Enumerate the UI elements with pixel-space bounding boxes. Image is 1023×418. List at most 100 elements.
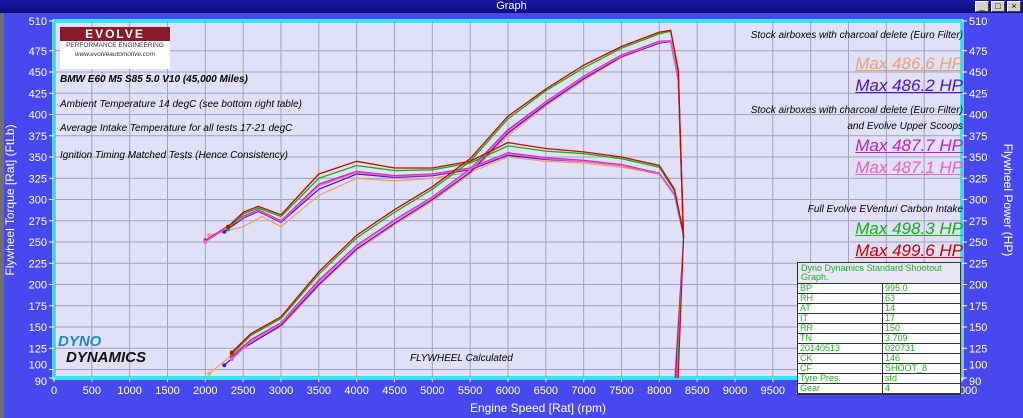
table-row: CK 146 xyxy=(798,354,960,364)
series-4-power-start-point xyxy=(229,357,234,362)
table-key: IT xyxy=(798,314,883,323)
timing-note: Ignition Timing Matched Tests (Hence Con… xyxy=(60,150,288,161)
x-tick-label: 2000 xyxy=(193,385,217,397)
series-2-power-line xyxy=(223,40,685,366)
x-tick-label: 1500 xyxy=(155,385,179,397)
x-tick-label: 6000 xyxy=(496,385,520,397)
y-tick-label: 100 xyxy=(29,360,47,372)
series-2-power-start-point xyxy=(222,363,227,368)
y2-tick-label: 475 xyxy=(969,46,987,58)
y-tick-label: 325 xyxy=(29,173,47,185)
table-row: BP 995.0 xyxy=(798,284,960,294)
y2-tick-label: 425 xyxy=(969,88,987,100)
window-left-edge xyxy=(0,13,4,418)
table-key: RR xyxy=(798,324,883,333)
y2-tick-label: 275 xyxy=(969,216,987,228)
x-tick-label: 500 xyxy=(83,385,101,397)
y-tick-label: 450 xyxy=(29,67,47,79)
table-key: TN xyxy=(798,334,883,343)
x-tick-label: 3000 xyxy=(269,385,293,397)
close-button[interactable]: × xyxy=(1007,1,1021,12)
dyno-logo-line1: DYNO xyxy=(58,333,102,350)
x-tick-label: 9500 xyxy=(761,385,785,397)
y-tick-label: 475 xyxy=(29,46,47,58)
y-tick-label: 150 xyxy=(29,322,47,334)
table-value: 150 xyxy=(885,324,901,333)
table-key: RH xyxy=(798,294,883,303)
y2-tick-label: 90 xyxy=(969,376,981,388)
dyno-logo-line2: DYNAMICS xyxy=(66,349,147,366)
group1-title: Stock airboxes with charcoal delete (Eur… xyxy=(750,30,963,41)
table-row: 20140513 020731 xyxy=(798,344,960,354)
x-tick-label: 1000 xyxy=(117,385,141,397)
logo-url: www.evolveautomotive.com xyxy=(74,51,156,58)
x-tick-label: 2500 xyxy=(231,385,255,397)
series-6-rundown-line xyxy=(677,237,685,379)
window-titlebar: Graph _ □ × xyxy=(0,0,1023,13)
group2-max1: Max 487.7 HP xyxy=(855,136,963,155)
flywheel-calculated-note: FLYWHEEL Calculated xyxy=(410,353,513,364)
group2-title: Stock airboxes with charcoal delete (Eur… xyxy=(750,105,963,116)
y-tick-label: 400 xyxy=(29,110,47,122)
y-tick-label: 425 xyxy=(29,88,47,100)
table-value: 63 xyxy=(885,294,896,303)
table-row: RR 150 xyxy=(798,324,960,334)
series-5-power-line xyxy=(231,30,685,355)
y-tick-label: 510 xyxy=(29,16,47,28)
x-tick-label: 4000 xyxy=(344,385,368,397)
x-tick-label: 7500 xyxy=(609,385,633,397)
window-title: Graph xyxy=(496,0,527,12)
table-key: CF xyxy=(798,364,883,373)
y-tick-label: 375 xyxy=(29,131,47,143)
x-axis-label: Engine Speed [Rat] (rpm) xyxy=(470,401,606,415)
table-header: Dyno Dynamics Standard Shootout Graph. xyxy=(798,263,960,284)
series-3-torque-line xyxy=(204,152,685,241)
logo-tagline: PERFORMANCE ENGINEERING xyxy=(66,42,164,49)
y-tick-label: 275 xyxy=(29,216,47,228)
table-value: 146 xyxy=(885,354,901,363)
series-6-torque-line xyxy=(227,141,685,234)
series-4-torque-line xyxy=(204,152,685,243)
y-tick-label: 225 xyxy=(29,258,47,270)
group1-max2: Max 486.2 HP xyxy=(855,76,963,95)
group1-max1: Max 486.6 HP xyxy=(855,54,963,73)
series-6-torque-start-point xyxy=(226,224,231,229)
table-row: RH 63 xyxy=(798,294,960,304)
table-value: 3.709 xyxy=(885,334,908,343)
car-note: BMW E60 M5 S85 5.0 V10 (45,000 Miles) xyxy=(60,74,248,85)
y2-axis-label: Flywheel Power (HP) xyxy=(1001,144,1015,257)
maximize-button[interactable]: □ xyxy=(991,1,1005,12)
y-tick-label: 125 xyxy=(29,343,47,355)
y2-tick-label: 225 xyxy=(969,258,987,270)
shootout-table: Dyno Dynamics Standard Shootout Graph. B… xyxy=(797,262,961,395)
y2-tick-label: 175 xyxy=(969,301,987,313)
table-key: BP xyxy=(798,284,883,293)
y2-tick-label: 200 xyxy=(969,280,987,292)
table-key: Tyre Pres. xyxy=(798,374,883,383)
table-key: 20140513 xyxy=(798,344,883,353)
y2-tick-label: 125 xyxy=(969,343,987,355)
x-tick-label: 5500 xyxy=(458,385,482,397)
x-tick-label: 4500 xyxy=(382,385,406,397)
x-tick-label: 9000 xyxy=(723,385,747,397)
series-4-power-line xyxy=(231,39,685,360)
y2-tick-label: 325 xyxy=(969,173,987,185)
group3-max2: Max 499.6 HP xyxy=(855,241,963,260)
group3-title: Full Evolve EVenturi Carbon Intake xyxy=(807,204,963,215)
series-6-power-start-point xyxy=(229,350,234,355)
table-value: 4 xyxy=(885,384,891,393)
intake-note: Average Intake Temperature for all tests… xyxy=(60,123,293,134)
y2-tick-label: 250 xyxy=(969,237,987,249)
table-key: Gear xyxy=(798,384,883,393)
table-row: CF SHOOT_8 xyxy=(798,364,960,374)
series-6-power-line xyxy=(231,29,685,353)
series-4-torque-start-point xyxy=(203,240,208,244)
y-tick-label: 250 xyxy=(29,237,47,249)
minimize-button[interactable]: _ xyxy=(975,1,989,12)
y-tick-label: 90 xyxy=(35,376,47,388)
y2-tick-label: 150 xyxy=(969,322,987,334)
y2-tick-label: 400 xyxy=(969,110,987,122)
logo-brand: EVOLVE xyxy=(60,27,170,41)
y2-tick-label: 300 xyxy=(969,195,987,207)
table-value: 995.0 xyxy=(885,284,908,293)
